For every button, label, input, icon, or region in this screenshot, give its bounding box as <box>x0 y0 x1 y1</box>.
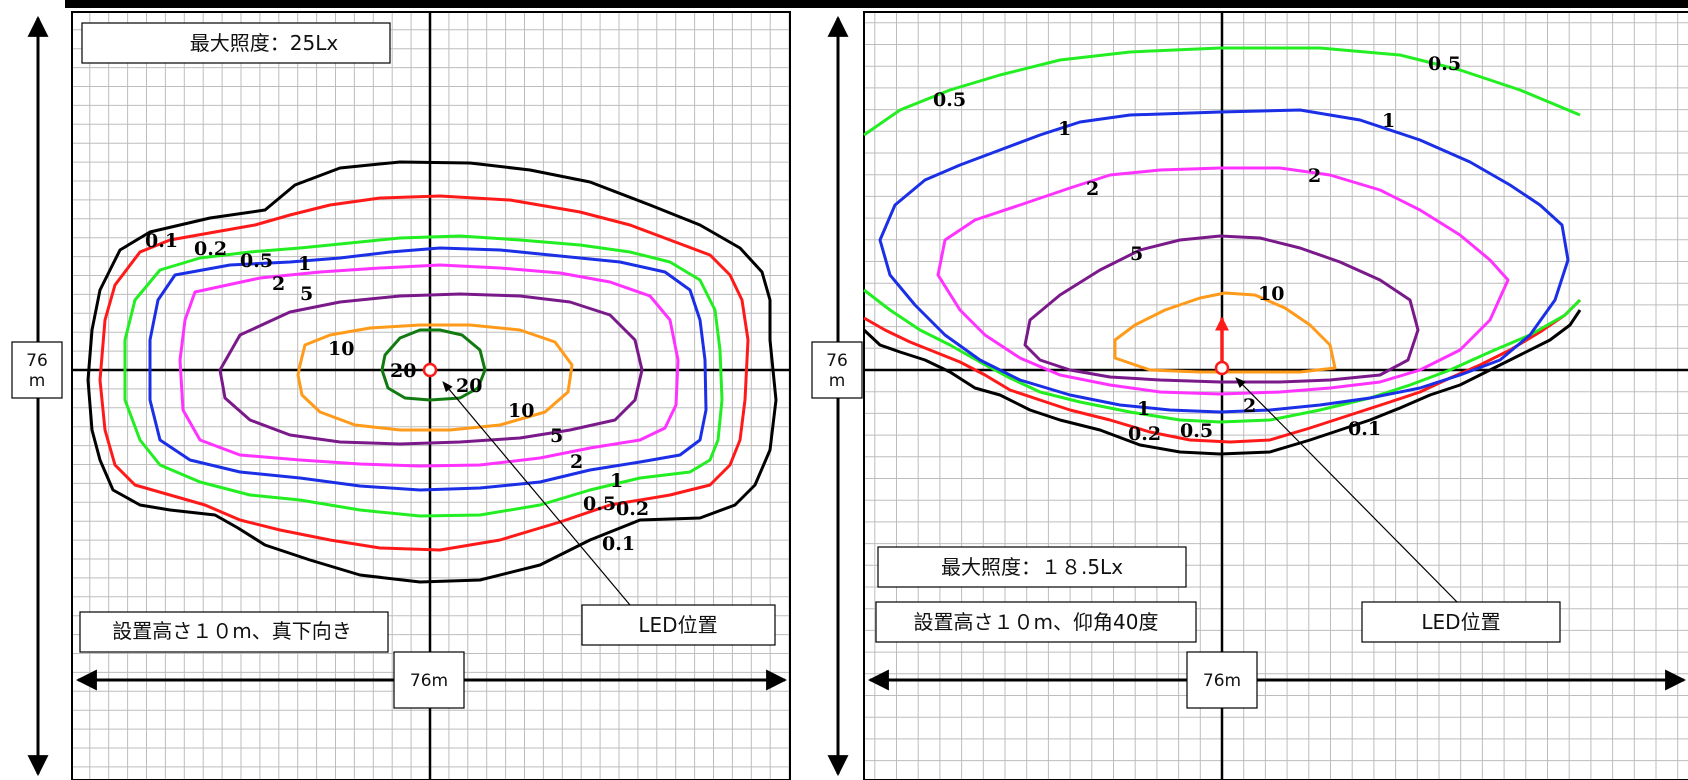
right-contour-0.2 <box>863 298 1582 444</box>
left-label-0.1-b: 0.1 <box>602 533 635 555</box>
right-plot-border <box>863 11 1688 780</box>
right-contour-1 <box>878 108 1570 414</box>
left-led-pointer <box>442 381 631 606</box>
left-label-20-a: 20 <box>390 360 416 382</box>
left-contour-5 <box>218 292 644 446</box>
right-label-5: 5 <box>1130 243 1143 265</box>
left-dim-v-text-1: 76 <box>26 351 48 371</box>
right-contour-2 <box>936 166 1510 396</box>
left-label-5-a: 5 <box>300 283 313 305</box>
left-label-0.5-b: 0.5 <box>583 493 616 515</box>
left-dim-v-box <box>11 341 63 399</box>
left-contour-1 <box>148 246 708 492</box>
left-label-0.2-a: 0.2 <box>194 238 227 260</box>
left-led-marker <box>422 362 438 378</box>
left-label-10-b: 10 <box>508 400 534 422</box>
right-install-text: 設置高さ１０m、仰角40度 <box>914 610 1159 634</box>
right-panel: 0.5 0.5 1 1 2 2 5 10 1 2 0.2 0.5 0.1 最大照… <box>811 11 1688 780</box>
left-label-1-b: 1 <box>610 470 623 492</box>
right-dim-h-text: 76m <box>1203 671 1241 691</box>
right-led-pointer <box>1235 377 1461 606</box>
left-max-illum-box <box>81 22 391 64</box>
left-dim-h-text: 76m <box>410 671 448 691</box>
right-label-0.5-b: 0.5 <box>1428 53 1461 75</box>
left-label-0.5-a: 0.5 <box>240 250 273 272</box>
right-max-illum-text: 最大照度：１８.5Lx <box>941 555 1123 579</box>
right-label-0.2: 0.2 <box>1128 423 1161 445</box>
left-contour-10 <box>296 323 574 432</box>
right-label-10: 10 <box>1258 283 1284 305</box>
right-label-1-a: 1 <box>1058 118 1071 140</box>
right-dim-v-box <box>811 341 863 399</box>
left-contour-20 <box>380 328 487 402</box>
left-led-box <box>581 604 776 646</box>
left-label-10-a: 10 <box>328 338 354 360</box>
right-contour-0.5 <box>863 46 1582 424</box>
right-led-text: LED位置 <box>1421 610 1500 634</box>
left-max-illum-text: 最大照度：25Lx <box>190 31 339 55</box>
left-dim-v-text-2: m <box>29 371 46 391</box>
right-install-box <box>875 601 1197 643</box>
right-label-1-b: 1 <box>1382 110 1395 132</box>
right-label-2-b: 2 <box>1308 165 1321 187</box>
right-label-2-c: 2 <box>1243 395 1256 417</box>
right-led-marker <box>1214 360 1230 376</box>
left-label-20-b: 20 <box>456 375 482 397</box>
left-label-1-a: 1 <box>298 253 311 275</box>
right-plot-area <box>864 12 1688 780</box>
left-dim-h-box <box>393 651 465 709</box>
left-label-0.2-b: 0.2 <box>616 498 649 520</box>
right-contour-0.1 <box>862 309 1582 456</box>
left-contour-0.1 <box>86 160 778 584</box>
left-label-0.1-a: 0.1 <box>145 230 178 252</box>
left-label-2-a: 2 <box>272 273 285 295</box>
left-install-box <box>79 611 389 653</box>
left-contour-0.5 <box>123 234 724 518</box>
right-label-0.1: 0.1 <box>1348 418 1381 440</box>
left-contour-2 <box>178 263 680 468</box>
right-dim-h-box <box>1186 651 1258 709</box>
left-led-text: LED位置 <box>638 613 717 637</box>
left-panel: 0.1 0.2 0.5 1 2 5 10 20 20 10 5 2 1 0.5 … <box>11 11 791 780</box>
right-dim-v-text-1: 76 <box>826 351 848 371</box>
left-label-2-b: 2 <box>570 451 583 473</box>
right-max-illum-box <box>877 546 1187 588</box>
left-install-text: 設置高さ１０m、真下向き <box>112 619 351 643</box>
right-label-0.5-c: 0.5 <box>1180 420 1213 442</box>
right-dim-v-text-2: m <box>829 371 846 391</box>
right-label-2-a: 2 <box>1086 178 1099 200</box>
left-label-5-b: 5 <box>550 425 563 447</box>
right-contour-5 <box>1023 234 1420 384</box>
left-contour-0.2 <box>98 194 750 552</box>
right-led-box <box>1361 601 1561 643</box>
top-border <box>65 0 1688 8</box>
right-label-0.5-a: 0.5 <box>933 89 966 111</box>
right-label-1-c: 1 <box>1137 398 1150 420</box>
